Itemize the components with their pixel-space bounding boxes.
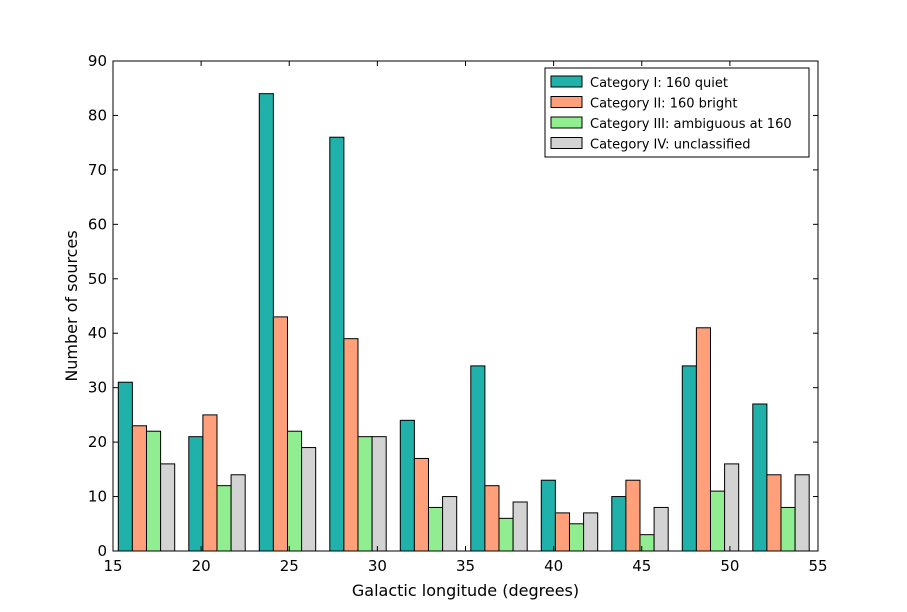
bar-1-2 — [188, 436, 204, 552]
bar-2-6 — [484, 485, 500, 552]
bar-4-3 — [301, 447, 317, 552]
bar-1-4 — [329, 136, 345, 552]
bar-4-8 — [653, 506, 669, 552]
bar-1-6 — [470, 365, 486, 552]
bar-3-1 — [145, 430, 162, 552]
y-tick-label: 30 — [88, 379, 107, 397]
bar-2-5 — [413, 457, 429, 552]
y-tick-label: 70 — [88, 161, 107, 179]
legend-label-2: Category II: 160 bright — [590, 97, 737, 112]
legend: Category I: 160 quiet Category II: 160 br… — [544, 67, 810, 158]
bar-1-3 — [258, 93, 274, 552]
x-tick-label: 45 — [632, 557, 651, 575]
y-tick-label: 40 — [88, 324, 107, 342]
bar-4-1 — [160, 463, 176, 552]
legend-swatch-4 — [550, 137, 583, 149]
x-axis-label: Galactic longitude (degrees) — [352, 581, 579, 600]
legend-swatch-3 — [550, 116, 583, 129]
bar-4-7 — [583, 512, 599, 552]
bar-2-10 — [766, 474, 782, 552]
x-axis-ticks: 15 20 25 30 35 40 45 50 55 — [103, 61, 828, 575]
x-tick-label: 20 — [192, 557, 211, 575]
x-tick-label: 35 — [456, 557, 475, 575]
legend-swatch-2 — [550, 96, 583, 108]
bar-1-10 — [752, 403, 768, 552]
bar-2-4 — [343, 338, 359, 552]
bar-4-9 — [724, 463, 740, 552]
y-tick-label: 0 — [97, 542, 107, 560]
legend-label-4: Category IV: unclassified — [590, 138, 751, 153]
legend-label-1: Category I: 160 quiet — [590, 76, 728, 91]
bar-3-2 — [216, 485, 232, 552]
bar-2-2 — [202, 414, 218, 552]
y-tick-label: 10 — [88, 488, 107, 506]
bar-1-5 — [399, 419, 415, 552]
bar-1-9 — [681, 365, 697, 552]
bar-2-3 — [272, 316, 288, 552]
bar-3-7 — [568, 523, 585, 552]
bar-4-5 — [442, 496, 458, 552]
x-tick-label: 50 — [720, 557, 739, 575]
legend-box — [544, 67, 810, 158]
bar-1-8 — [611, 496, 627, 552]
x-tick-label: 15 — [103, 557, 122, 575]
bar-4-2 — [230, 474, 246, 552]
y-axis-ticks: 0 10 20 30 40 50 60 70 80 90 — [88, 52, 818, 560]
x-tick-label: 25 — [280, 557, 299, 575]
bars-group — [117, 93, 810, 552]
bar-3-5 — [427, 506, 444, 552]
y-tick-label: 50 — [88, 270, 107, 288]
legend-swatch-1 — [550, 75, 583, 88]
bar-3-4 — [357, 436, 373, 552]
y-tick-label: 20 — [88, 433, 107, 451]
bar-3-3 — [286, 430, 303, 552]
bar-4-10 — [794, 474, 810, 552]
bar-1-1 — [117, 381, 133, 552]
bar-2-1 — [131, 425, 147, 552]
x-tick-label: 30 — [368, 557, 387, 575]
y-tick-label: 80 — [88, 106, 107, 124]
bar-2-9 — [695, 327, 711, 552]
bar-3-10 — [780, 506, 796, 552]
bar-3-6 — [498, 517, 514, 552]
x-tick-label: 40 — [544, 557, 563, 575]
legend-label-3: Category III: ambiguous at 160 — [590, 117, 792, 132]
bar-3-9 — [709, 490, 726, 552]
y-tick-label: 60 — [88, 215, 107, 233]
y-axis-label: Number of sources — [62, 230, 81, 381]
y-tick-label: 90 — [88, 52, 107, 70]
bar-1-7 — [540, 479, 556, 552]
bar-4-4 — [371, 436, 387, 552]
bar-4-6 — [512, 501, 528, 552]
bar-2-8 — [625, 479, 641, 552]
x-tick-label: 55 — [808, 557, 827, 575]
bar-2-7 — [554, 512, 570, 552]
